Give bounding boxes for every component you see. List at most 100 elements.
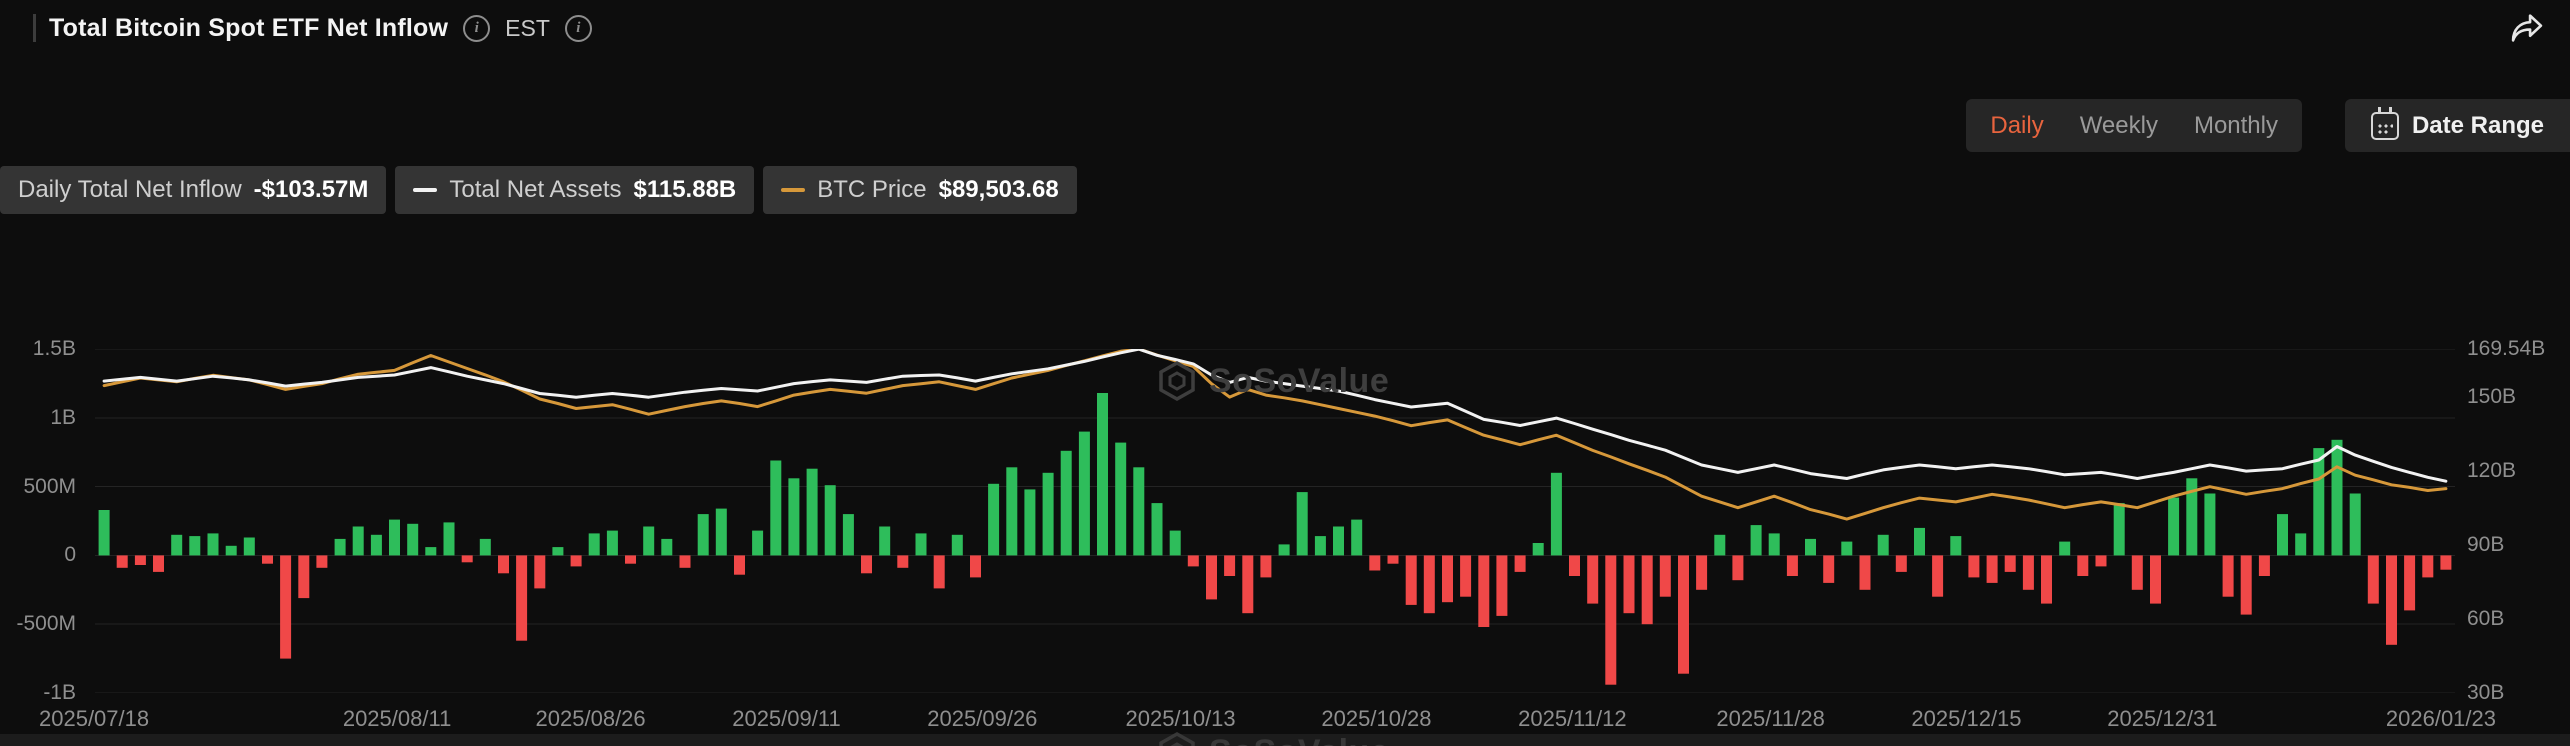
daily-inflow-bar[interactable] — [1187, 555, 1199, 567]
daily-inflow-bar[interactable] — [1115, 442, 1127, 556]
daily-inflow-bar[interactable] — [534, 555, 546, 589]
daily-inflow-bar[interactable] — [897, 555, 909, 568]
daily-inflow-bar[interactable] — [425, 547, 437, 556]
daily-inflow-bar[interactable] — [2004, 555, 2016, 572]
daily-inflow-bar[interactable] — [479, 538, 491, 556]
daily-inflow-bar[interactable] — [1859, 555, 1871, 590]
timeline-scrollbar[interactable] — [0, 734, 2570, 746]
daily-inflow-bar[interactable] — [933, 555, 945, 589]
daily-inflow-bar[interactable] — [1841, 541, 1853, 556]
share-icon[interactable] — [2508, 11, 2546, 45]
daily-inflow-bar[interactable] — [606, 530, 618, 556]
daily-inflow-bar[interactable] — [988, 483, 1000, 556]
daily-inflow-bar[interactable] — [2313, 448, 2325, 556]
daily-inflow-bar[interactable] — [1333, 526, 1344, 556]
daily-inflow-bar[interactable] — [407, 523, 419, 556]
tab-daily[interactable]: Daily — [1990, 112, 2044, 139]
daily-inflow-bar[interactable] — [298, 555, 310, 599]
daily-inflow-bar[interactable] — [1260, 555, 1272, 578]
daily-inflow-bar[interactable] — [788, 478, 800, 556]
daily-inflow-bar[interactable] — [1532, 543, 1544, 556]
daily-inflow-bar[interactable] — [1932, 555, 1944, 597]
daily-inflow-bar[interactable] — [588, 533, 600, 556]
daily-inflow-bar[interactable] — [842, 514, 854, 556]
daily-inflow-bar[interactable] — [2404, 555, 2416, 611]
legend-btc-price[interactable]: BTC Price $89,503.68 — [763, 166, 1077, 214]
daily-inflow-bar[interactable] — [2059, 541, 2071, 556]
daily-inflow-bar[interactable] — [1968, 555, 1980, 578]
daily-inflow-bar[interactable] — [262, 555, 273, 564]
daily-inflow-bar[interactable] — [806, 468, 818, 556]
daily-inflow-bar[interactable] — [1768, 533, 1780, 556]
tab-monthly[interactable]: Monthly — [2193, 112, 2278, 139]
daily-inflow-bar[interactable] — [1478, 555, 1490, 627]
daily-inflow-bar[interactable] — [1786, 555, 1798, 576]
daily-inflow-bar[interactable] — [189, 536, 201, 556]
legend-total-net-assets[interactable]: Total Net Assets $115.88B — [395, 166, 755, 214]
daily-inflow-bar[interactable] — [1895, 555, 1907, 572]
daily-inflow-bar[interactable] — [1169, 530, 1181, 556]
daily-inflow-bar[interactable] — [1006, 467, 1018, 556]
daily-inflow-bar[interactable] — [2204, 493, 2216, 556]
daily-inflow-bar[interactable] — [861, 555, 872, 574]
daily-inflow-bar[interactable] — [516, 555, 528, 641]
daily-inflow-bar[interactable] — [243, 537, 255, 556]
daily-inflow-bar[interactable] — [643, 526, 655, 556]
daily-inflow-bar[interactable] — [951, 534, 963, 556]
daily-inflow-bar[interactable] — [2222, 555, 2234, 597]
daily-inflow-bar[interactable] — [171, 534, 183, 556]
daily-inflow-bar[interactable] — [1042, 472, 1054, 556]
daily-inflow-bar[interactable] — [1078, 431, 1090, 556]
daily-inflow-bar[interactable] — [1805, 538, 1816, 556]
daily-inflow-bar[interactable] — [1569, 555, 1580, 576]
daily-inflow-bar[interactable] — [280, 555, 292, 659]
daily-inflow-bar[interactable] — [879, 526, 891, 556]
daily-inflow-bar[interactable] — [207, 533, 219, 556]
timezone-info-icon[interactable] — [564, 14, 592, 42]
daily-inflow-bar[interactable] — [1224, 555, 1236, 576]
title-info-icon[interactable] — [463, 14, 491, 42]
daily-inflow-bar[interactable] — [2095, 555, 2107, 567]
daily-inflow-bar[interactable] — [2349, 493, 2361, 556]
daily-inflow-bar[interactable] — [1750, 525, 1762, 556]
daily-inflow-bar[interactable] — [1405, 555, 1417, 605]
daily-inflow-bar[interactable] — [661, 538, 673, 556]
daily-inflow-bar[interactable] — [1623, 555, 1635, 614]
daily-inflow-bar[interactable] — [1314, 536, 1326, 556]
daily-inflow-bar[interactable] — [625, 555, 636, 564]
daily-inflow-bar[interactable] — [389, 519, 400, 556]
daily-inflow-bar[interactable] — [2258, 555, 2270, 576]
date-range-button[interactable]: Date Range — [2344, 99, 2570, 152]
daily-inflow-bar[interactable] — [1714, 534, 1726, 556]
daily-inflow-bar[interactable] — [1242, 555, 1254, 614]
daily-inflow-bar[interactable] — [1423, 555, 1435, 614]
daily-inflow-bar[interactable] — [970, 555, 981, 578]
daily-inflow-bar[interactable] — [1460, 555, 1472, 597]
daily-inflow-bar[interactable] — [1151, 503, 1163, 556]
daily-inflow-bar[interactable] — [153, 555, 164, 572]
daily-inflow-bar[interactable] — [2422, 555, 2434, 578]
daily-inflow-bar[interactable] — [2186, 478, 2198, 556]
daily-inflow-bar[interactable] — [1351, 519, 1363, 556]
daily-inflow-bar[interactable] — [498, 555, 509, 574]
daily-inflow-bar[interactable] — [1133, 467, 1145, 556]
daily-inflow-bar[interactable] — [352, 526, 364, 556]
daily-inflow-bar[interactable] — [752, 530, 764, 556]
daily-inflow-bar[interactable] — [2041, 555, 2052, 604]
daily-inflow-bar[interactable] — [679, 555, 691, 568]
daily-inflow-bar[interactable] — [824, 485, 836, 556]
daily-inflow-bar[interactable] — [2131, 555, 2143, 590]
daily-inflow-bar[interactable] — [734, 555, 745, 575]
chart-plot-area[interactable] — [95, 349, 2455, 693]
daily-inflow-bar[interactable] — [461, 555, 473, 563]
daily-inflow-bar[interactable] — [1605, 555, 1617, 685]
daily-inflow-bar[interactable] — [1514, 555, 1526, 572]
tab-weekly[interactable]: Weekly — [2079, 112, 2158, 139]
daily-inflow-bar[interactable] — [1060, 450, 1072, 556]
daily-inflow-bar[interactable] — [225, 545, 237, 556]
daily-inflow-bar[interactable] — [2168, 497, 2180, 556]
daily-inflow-bar[interactable] — [1369, 555, 1381, 571]
daily-inflow-bar[interactable] — [1024, 489, 1036, 556]
daily-inflow-bar[interactable] — [1732, 555, 1744, 581]
daily-inflow-bar[interactable] — [770, 460, 782, 556]
